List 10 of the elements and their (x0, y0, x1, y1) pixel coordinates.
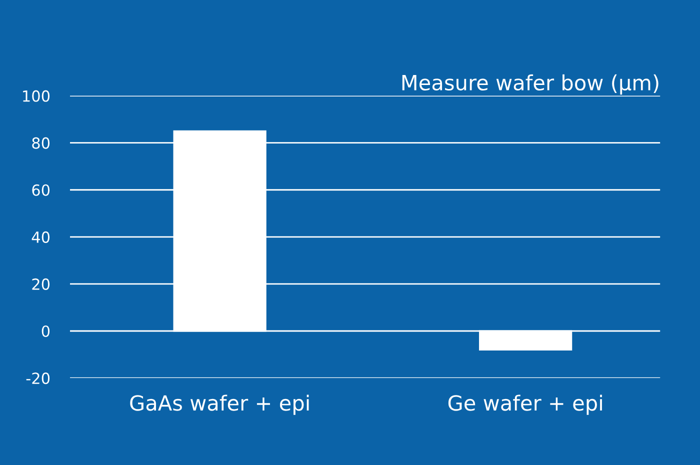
x-tick-label: GaAs wafer + epi (130, 394, 309, 415)
x-tick-label: Ge wafer + epi (448, 394, 602, 415)
y-tick-label: 60 (32, 184, 50, 196)
chart-title: Measure wafer bow (µm) (402, 74, 658, 95)
y-tick-label: 80 (32, 137, 50, 149)
y-tick-label: -20 (26, 372, 50, 384)
y-tick-label: 0 (42, 325, 50, 338)
y-tick-label: 20 (32, 278, 50, 290)
y-tick-label: 100 (23, 90, 50, 102)
y-tick-label: 40 (32, 231, 50, 243)
